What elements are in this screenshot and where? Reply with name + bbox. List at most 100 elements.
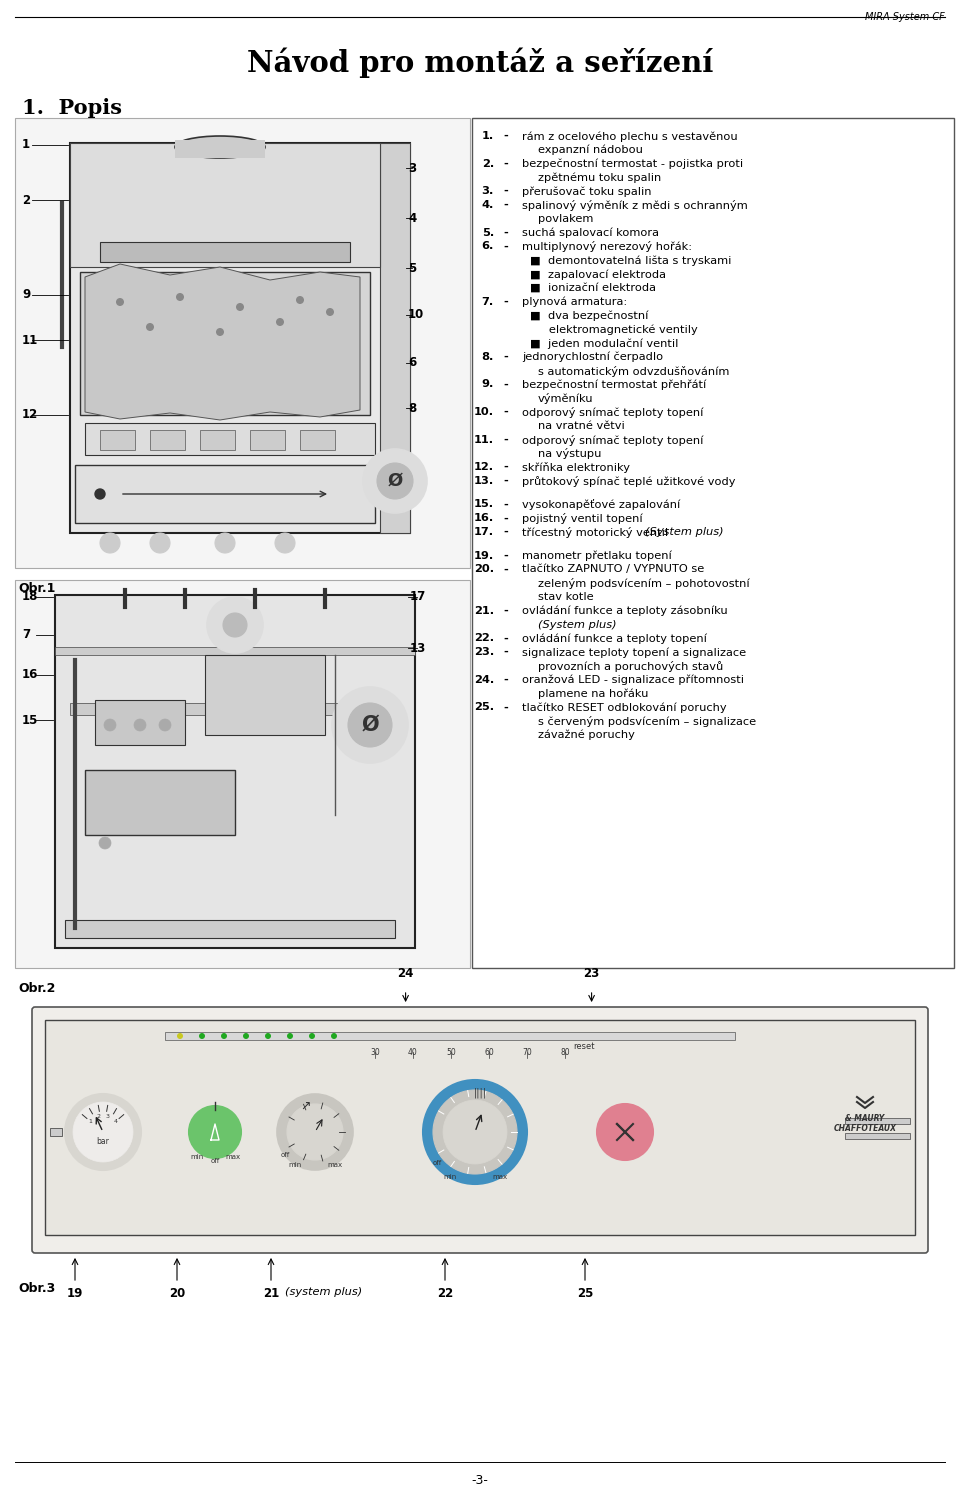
Text: 19: 19	[67, 1287, 84, 1301]
Text: 21.: 21.	[474, 606, 494, 616]
Circle shape	[159, 719, 171, 731]
Circle shape	[73, 1103, 133, 1162]
Circle shape	[189, 1106, 241, 1158]
Bar	[45, 1019, 915, 1235]
Circle shape	[332, 687, 408, 763]
Text: povlakem: povlakem	[538, 214, 593, 223]
Text: -: -	[504, 634, 509, 643]
Text: 17.: 17.	[474, 527, 494, 537]
Text: -: -	[504, 434, 509, 445]
Text: -: -	[504, 500, 509, 509]
Text: -: -	[504, 351, 509, 362]
Text: 15: 15	[22, 714, 38, 726]
Circle shape	[275, 533, 295, 554]
Circle shape	[326, 308, 334, 315]
Bar	[15, 118, 470, 568]
Text: -: -	[504, 241, 509, 251]
Text: -: -	[504, 551, 509, 561]
Text: 4: 4	[408, 211, 417, 225]
Text: -: -	[504, 199, 509, 210]
Circle shape	[215, 533, 235, 554]
Text: 25.: 25.	[474, 702, 494, 713]
Text: -: -	[504, 463, 509, 472]
Text: ↗: ↗	[300, 1100, 310, 1113]
Text: pojistný ventil topení: pojistný ventil topení	[522, 513, 642, 524]
Bar	[50, 1128, 62, 1135]
Circle shape	[287, 1104, 343, 1161]
Text: 9.: 9.	[482, 379, 494, 390]
Text: Obr.2: Obr.2	[18, 982, 56, 995]
Circle shape	[100, 533, 120, 554]
Circle shape	[176, 293, 184, 301]
Text: -: -	[504, 159, 509, 168]
Circle shape	[216, 327, 224, 336]
Text: Obr.3: Obr.3	[18, 1283, 56, 1295]
Text: rám z ocelového plechu s vestavěnou: rám z ocelového plechu s vestavěnou	[522, 131, 737, 141]
Text: 13: 13	[410, 641, 426, 655]
Text: 24.: 24.	[473, 674, 494, 684]
Text: & MAURY: & MAURY	[846, 1115, 884, 1123]
Text: plamene na hořáku: plamene na hořáku	[538, 689, 648, 699]
Text: -: -	[504, 527, 509, 537]
Bar	[150, 430, 185, 449]
Bar	[15, 580, 470, 969]
Text: výměníku: výměníku	[538, 393, 593, 405]
Text: reset: reset	[574, 1042, 595, 1051]
Text: na výstupu: na výstupu	[538, 448, 601, 460]
Text: 18: 18	[22, 591, 38, 604]
Text: -: -	[504, 131, 509, 141]
Text: oranžová LED - signalizace přítomnosti: oranžová LED - signalizace přítomnosti	[522, 674, 744, 684]
Text: off: off	[210, 1158, 220, 1164]
Text: 20.: 20.	[474, 564, 494, 574]
Text: min: min	[190, 1155, 204, 1161]
Text: provozních a poruchových stavů: provozních a poruchových stavů	[538, 661, 723, 673]
Text: max: max	[492, 1174, 508, 1180]
Circle shape	[597, 1104, 653, 1161]
Bar	[100, 430, 135, 449]
Text: odporový snímač teploty topení: odporový snímač teploty topení	[522, 408, 704, 418]
Text: 12.: 12.	[474, 463, 494, 472]
Bar	[85, 423, 375, 455]
Text: 23.: 23.	[473, 647, 494, 658]
Text: závažné poruchy: závažné poruchy	[538, 731, 635, 741]
Text: tlačítko RESET odblokování poruchy: tlačítko RESET odblokování poruchy	[522, 702, 727, 713]
Text: Ø: Ø	[361, 716, 379, 735]
Text: max: max	[327, 1162, 343, 1168]
Circle shape	[296, 296, 304, 304]
Circle shape	[287, 1033, 293, 1039]
Circle shape	[65, 1094, 141, 1170]
Text: 3.: 3.	[482, 186, 494, 196]
Text: 2.: 2.	[482, 159, 494, 168]
Text: min: min	[288, 1162, 301, 1168]
Text: 6: 6	[408, 357, 417, 369]
Circle shape	[95, 490, 105, 498]
Text: zeleným podsvícením – pohotovostní: zeleným podsvícením – pohotovostní	[538, 579, 750, 589]
Text: 1.: 1.	[482, 131, 494, 141]
Circle shape	[243, 1033, 249, 1039]
Text: ■  dva bezpečnostní: ■ dva bezpečnostní	[530, 311, 648, 321]
Bar	[175, 140, 265, 158]
Circle shape	[377, 463, 413, 498]
Text: bezpečnostní termostat - pojistka proti: bezpečnostní termostat - pojistka proti	[522, 159, 743, 170]
Bar	[85, 769, 235, 835]
Bar	[205, 655, 325, 735]
Bar	[95, 699, 185, 745]
Text: 11.: 11.	[474, 434, 494, 445]
Text: MIRA System CF: MIRA System CF	[865, 12, 945, 22]
Bar	[200, 430, 235, 449]
Text: suchá spalovací komora: suchá spalovací komora	[522, 228, 659, 238]
Text: plynová armatura:: plynová armatura:	[522, 296, 627, 307]
Text: 23: 23	[584, 967, 600, 981]
Text: 16: 16	[22, 668, 38, 682]
Text: 80: 80	[561, 1048, 570, 1056]
Text: off: off	[432, 1161, 442, 1167]
Text: přerušovač toku spalin: přerušovač toku spalin	[522, 186, 652, 196]
Text: bar: bar	[97, 1137, 109, 1146]
Text: ■  zapalovací elektroda: ■ zapalovací elektroda	[530, 269, 666, 280]
Text: ■  jeden modulační ventil: ■ jeden modulační ventil	[530, 338, 679, 348]
Text: (system plus): (system plus)	[285, 1287, 362, 1298]
Text: bezpečnostní termostat přehřátí: bezpečnostní termostat přehřátí	[522, 379, 707, 390]
Text: 8.: 8.	[482, 351, 494, 362]
Text: 16.: 16.	[473, 513, 494, 524]
Bar	[80, 272, 370, 415]
